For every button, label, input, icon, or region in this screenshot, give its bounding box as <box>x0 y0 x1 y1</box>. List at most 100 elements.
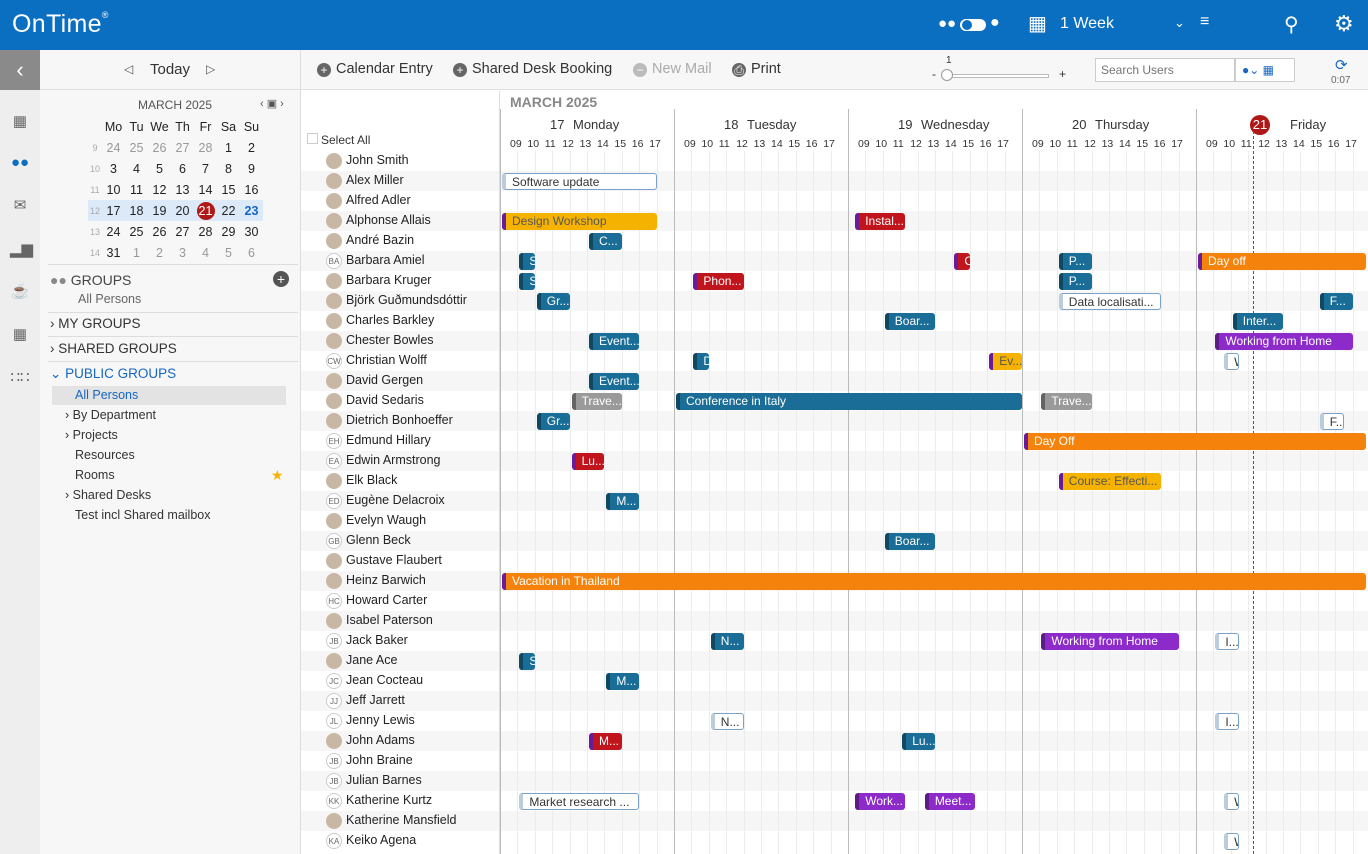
person-row[interactable]: Katherine Mansfield <box>301 811 1368 831</box>
mini-day[interactable]: 9 <box>248 161 255 176</box>
star-icon[interactable]: ★ <box>271 467 284 483</box>
calendar-event[interactable]: Work... <box>855 793 906 810</box>
mini-day[interactable]: 4 <box>202 245 209 260</box>
mini-day[interactable]: 24 <box>106 140 121 155</box>
person-name[interactable]: Julian Barnes <box>346 773 422 787</box>
person-name[interactable]: Alex Miller <box>346 173 404 187</box>
person-name[interactable]: Elk Black <box>346 473 398 487</box>
person-name[interactable]: Keiko Agena <box>346 833 417 847</box>
calendar-event[interactable]: Data localisati... <box>1058 293 1162 310</box>
calendar-event[interactable]: Event... <box>589 333 640 350</box>
chart-nav-icon[interactable]: ▂▆ <box>10 241 34 258</box>
mini-day[interactable]: 2 <box>248 140 255 155</box>
person-name[interactable]: Gustave Flaubert <box>346 553 442 567</box>
mini-day[interactable]: 4 <box>133 161 140 176</box>
group-resources[interactable]: Resources <box>75 448 135 462</box>
mini-day[interactable]: 29 <box>221 224 236 239</box>
calendar-event[interactable]: Day off <box>1198 253 1366 270</box>
calendar-event[interactable]: C... <box>589 233 622 250</box>
collapse-button[interactable]: ‹ <box>0 50 40 90</box>
person-row[interactable]: KA Keiko Agena <box>301 831 1368 851</box>
mini-day[interactable]: 5 <box>156 161 163 176</box>
mini-day[interactable]: 25 <box>129 224 144 239</box>
mini-day[interactable]: 15 <box>221 182 236 197</box>
person-row[interactable]: JJ Jeff Jarrett <box>301 691 1368 711</box>
calendar-event[interactable]: D <box>693 353 709 370</box>
person-name[interactable]: Chester Bowles <box>346 333 434 347</box>
calendar-event[interactable]: Conference in Italy <box>676 393 1022 410</box>
mini-day[interactable]: 13 <box>175 182 190 197</box>
calendar-event[interactable]: Trave... <box>571 393 622 410</box>
ontime-logo[interactable]: OnTime® <box>12 10 109 39</box>
group-all-persons[interactable]: All Persons <box>75 388 139 402</box>
coffee-nav-icon[interactable]: ☕ <box>10 283 30 300</box>
person-name[interactable]: Charles Barkley <box>346 313 435 327</box>
mini-day[interactable]: 24 <box>106 224 121 239</box>
calendar-event[interactable]: F... <box>1319 413 1344 430</box>
add-group-icon[interactable]: + <box>273 271 289 287</box>
person-row[interactable]: Evelyn Waugh <box>301 511 1368 531</box>
person-name[interactable]: Dietrich Bonhoeffer <box>346 413 453 427</box>
calendar-event[interactable]: Boar... <box>884 313 935 330</box>
calendar-event[interactable]: Lu... <box>902 733 935 750</box>
calendar-event[interactable]: M... <box>606 673 640 690</box>
person-name[interactable]: Jack Baker <box>346 633 408 647</box>
mini-day[interactable]: 30 <box>244 224 259 239</box>
group-test-shared-mailbox[interactable]: Test incl Shared mailbox <box>75 508 211 522</box>
calendar-event[interactable]: Trave... <box>1041 393 1092 410</box>
mini-day[interactable]: 1 <box>133 245 140 260</box>
mini-day[interactable]: 26 <box>152 224 167 239</box>
person-row[interactable]: Isabel Paterson <box>301 611 1368 631</box>
refresh-icon[interactable]: ⟳ <box>1335 57 1348 74</box>
person-name[interactable]: Barbara Amiel <box>346 253 425 267</box>
person-row[interactable]: Charles Barkley <box>301 311 1368 331</box>
person-row[interactable]: John Adams <box>301 731 1368 751</box>
mini-day-today[interactable]: 21 <box>194 200 217 221</box>
person-row[interactable]: André Bazin <box>301 231 1368 251</box>
mini-day[interactable]: 6 <box>179 161 186 176</box>
person-row[interactable]: JB Jack Baker <box>301 631 1368 651</box>
zoom-plus[interactable]: + <box>1059 67 1067 81</box>
mini-day[interactable]: 31 <box>106 245 121 260</box>
zoom-slider[interactable] <box>943 74 1049 78</box>
mini-day[interactable]: 1 <box>225 140 232 155</box>
building-nav-icon[interactable]: ▦ <box>12 326 28 343</box>
calendar-event[interactable]: Course: Effecti... <box>1058 473 1162 490</box>
mini-day[interactable]: 5 <box>225 245 232 260</box>
mini-day[interactable]: 28 <box>198 224 213 239</box>
calendar-event[interactable]: W <box>1224 793 1240 810</box>
calendar-entry-button[interactable]: + Calendar Entry <box>317 61 433 77</box>
calendar-event[interactable]: N... <box>710 633 744 650</box>
calendar-event[interactable]: Working from Home <box>1041 633 1179 650</box>
calendar-event[interactable]: S <box>519 653 535 670</box>
calendar-event[interactable]: P... <box>1058 273 1092 290</box>
calendar-event[interactable]: N... <box>710 713 744 730</box>
person-row[interactable]: JC Jean Cocteau <box>301 671 1368 691</box>
person-name[interactable]: Edmund Hillary <box>346 433 431 447</box>
person-name[interactable]: Katherine Kurtz <box>346 793 433 807</box>
mini-day[interactable]: 26 <box>152 140 167 155</box>
my-groups[interactable]: › MY GROUPS <box>50 316 141 331</box>
calendar-event[interactable]: Design Workshop <box>502 213 657 230</box>
mini-day[interactable]: 11 <box>130 182 143 197</box>
person-name[interactable]: David Sedaris <box>346 393 424 407</box>
calendar-event[interactable]: P... <box>1058 253 1092 270</box>
next-icon[interactable]: ▷ <box>206 62 216 76</box>
person-name[interactable]: Jeff Jarrett <box>346 693 405 707</box>
person-name[interactable]: André Bazin <box>346 233 415 247</box>
person-row[interactable]: David Gergen <box>301 371 1368 391</box>
person-name[interactable]: John Smith <box>346 153 409 167</box>
person-name[interactable]: Heinz Barwich <box>346 573 426 587</box>
calendar-event[interactable]: Software update <box>502 173 657 190</box>
today-button[interactable]: Today <box>150 61 191 78</box>
mini-day[interactable]: 22 <box>217 200 240 221</box>
calendar-event[interactable]: F... <box>1319 293 1353 310</box>
zoom-handle[interactable] <box>941 69 953 81</box>
person-name[interactable]: Evelyn Waugh <box>346 513 427 527</box>
mini-day[interactable]: 18 <box>125 200 148 221</box>
mini-day[interactable]: 6 <box>248 245 255 260</box>
mini-day[interactable]: 7 <box>202 161 209 176</box>
view-toggle[interactable] <box>960 19 986 31</box>
calendar-event[interactable]: Gr... <box>536 293 570 310</box>
person-row[interactable]: John Smith <box>301 151 1368 171</box>
